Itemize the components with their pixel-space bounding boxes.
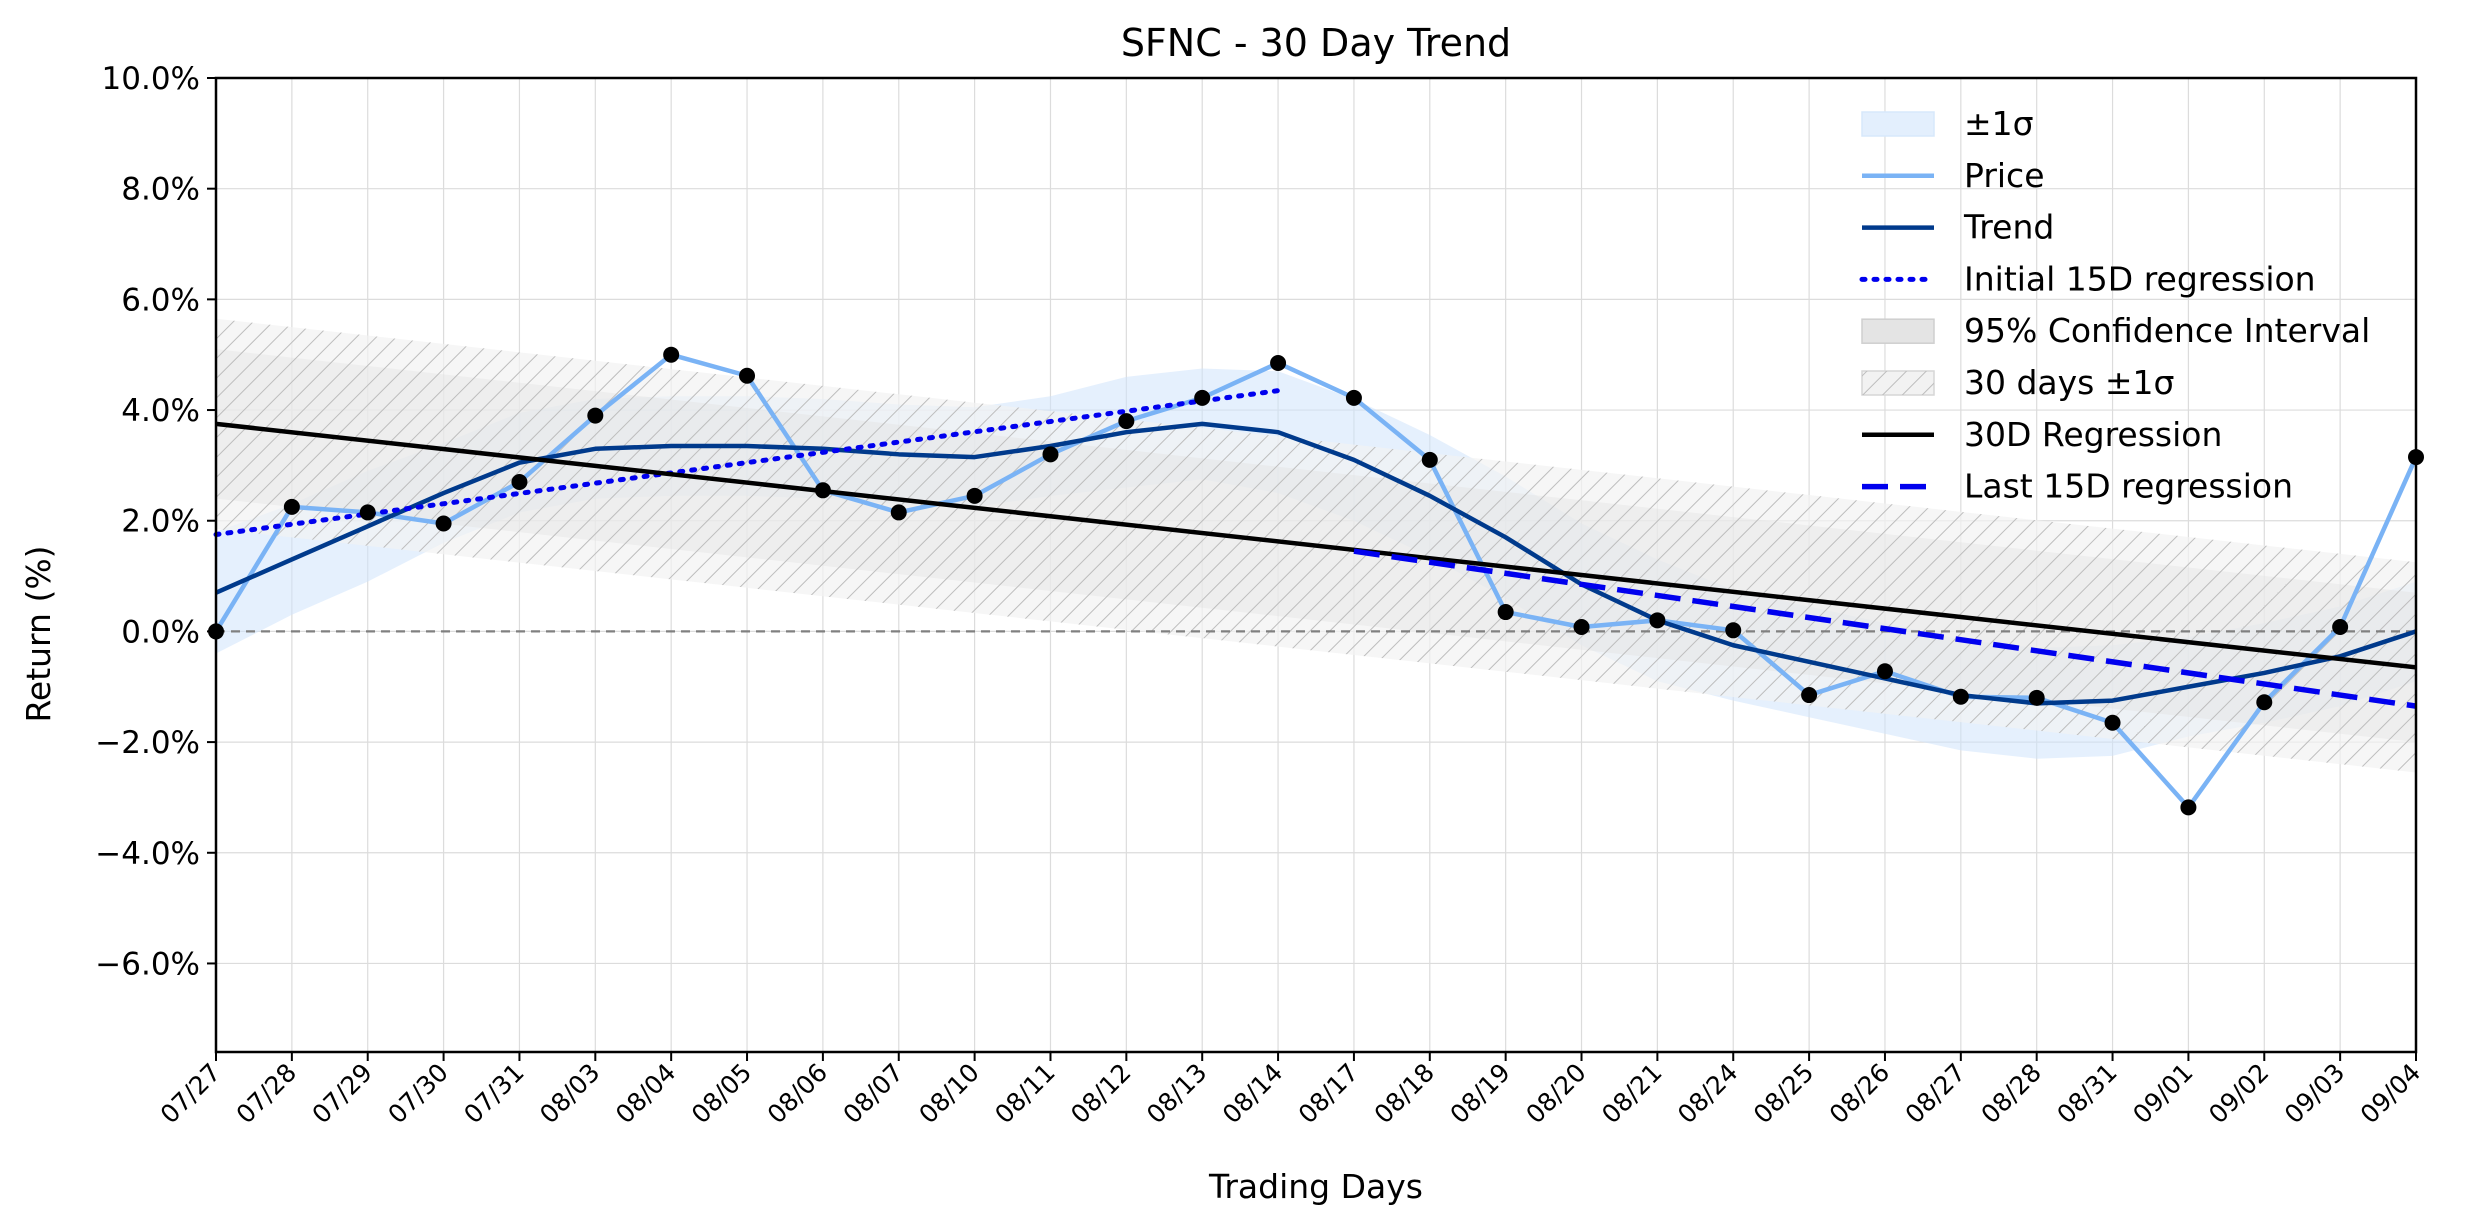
legend-key-95-confidence-interval (1861, 318, 1935, 344)
x-tick-label: 07/31 (458, 1058, 529, 1129)
price-point (1573, 618, 1590, 635)
x-tick-label: 07/29 (307, 1058, 378, 1129)
line-last-15d-regression (1353, 548, 2417, 709)
x-tick-label: 08/06 (762, 1058, 833, 1129)
y-tick-label: 8.0% (121, 172, 200, 208)
x-tick-label: 09/01 (2127, 1058, 2198, 1129)
x-tick-label: 08/03 (534, 1058, 605, 1129)
line-trend (215, 421, 2417, 706)
price-point (1345, 389, 1362, 406)
x-tick-label: 08/12 (1065, 1058, 1136, 1129)
price-point (814, 482, 831, 499)
price-point (1876, 663, 1893, 680)
legend-label: Initial 15D regression (1964, 259, 2316, 298)
x-tick-label: 08/28 (1975, 1058, 2046, 1129)
x-tick-label: 08/14 (1217, 1058, 1288, 1129)
legend-label: ±1σ (1964, 104, 2034, 143)
x-tick-label: 08/20 (1520, 1058, 1591, 1129)
x-tick-label: 08/18 (1369, 1058, 1440, 1129)
legend-label: 30 days ±1σ (1964, 363, 2174, 402)
legend-label: Last 15D regression (1964, 467, 2293, 506)
price-point (1497, 604, 1514, 621)
price-point (1952, 688, 1969, 705)
x-tick-label: 08/11 (989, 1058, 1060, 1129)
price-point (2256, 694, 2273, 711)
price-point (435, 515, 452, 532)
legend-label: 30D Regression (1964, 415, 2222, 454)
x-tick-label: 08/05 (686, 1058, 757, 1129)
price-point (1194, 389, 1211, 406)
x-tick-label: 08/04 (610, 1058, 681, 1129)
x-tick-label: 08/26 (1824, 1058, 1895, 1129)
line-30d-regression (215, 421, 2417, 670)
y-tick-label: −4.0% (95, 836, 200, 872)
x-tick-label: 08/24 (1672, 1058, 1743, 1129)
price-point (359, 504, 376, 521)
y-tick-label: 10.0% (102, 61, 200, 97)
price-point (890, 504, 907, 521)
line-initial-15d-regression (213, 388, 1281, 538)
x-tick-label: 08/25 (1748, 1058, 1819, 1129)
x-tick-label: 08/19 (1444, 1058, 1515, 1129)
price-point (2028, 689, 2045, 706)
y-tick-label: 6.0% (121, 282, 200, 318)
x-tick-label: 08/07 (838, 1058, 909, 1129)
price-point (1270, 355, 1287, 372)
price-point (283, 498, 300, 515)
price-point (2104, 714, 2121, 731)
series-lines (213, 352, 2419, 810)
price-point (1118, 413, 1135, 430)
price-point (2332, 618, 2349, 635)
x-tick-label: 09/03 (2279, 1058, 2350, 1129)
x-tick-label: 08/13 (1141, 1058, 1212, 1129)
x-axis-label: Trading Days (1208, 1167, 1423, 1206)
legend-key--1- (1861, 111, 1935, 137)
price-point (966, 487, 983, 504)
x-tick-label: 08/17 (1293, 1058, 1364, 1129)
x-tick-label: 09/04 (2355, 1058, 2426, 1129)
x-tick-label: 08/27 (1900, 1058, 1971, 1129)
price-point (1725, 622, 1742, 639)
x-tick-label: 08/10 (913, 1058, 984, 1129)
y-tick-label: 2.0% (121, 504, 200, 540)
price-point (1421, 451, 1438, 468)
x-tick-label: 09/02 (2203, 1058, 2274, 1129)
price-point (2180, 799, 2197, 816)
x-tick-label: 08/31 (2051, 1058, 2122, 1129)
price-point (587, 407, 604, 424)
x-tick-label: 07/28 (231, 1058, 302, 1129)
y-axis-label: Return (%) (19, 545, 58, 722)
price-point (1801, 687, 1818, 704)
y-tick-label: −6.0% (95, 946, 200, 982)
price-point (1649, 612, 1666, 629)
legend-label: Price (1964, 156, 2045, 195)
price-point (511, 473, 528, 490)
price-point (1042, 446, 1059, 463)
chart-title: SFNC - 30 Day Trend (1121, 21, 1511, 65)
x-tick-label: 08/21 (1596, 1058, 1667, 1129)
x-tick-label: 07/27 (155, 1058, 226, 1129)
legend-key-30-days-1- (1862, 371, 1934, 395)
price-point (663, 346, 680, 363)
price-point (739, 367, 756, 384)
legend: ±1σ Price Trend Initial 15D regression 95% C… (1859, 104, 2370, 506)
x-tick-label: 07/30 (382, 1058, 453, 1129)
y-tick-label: 4.0% (121, 393, 200, 429)
plot-frame (214, 76, 2418, 1054)
legend-label: 95% Confidence Interval (1964, 311, 2370, 350)
legend-label: Trend (1963, 208, 2054, 247)
y-tick-label: 0.0% (121, 614, 200, 650)
y-tick-label: −2.0% (95, 725, 200, 761)
price-points (208, 346, 2424, 816)
